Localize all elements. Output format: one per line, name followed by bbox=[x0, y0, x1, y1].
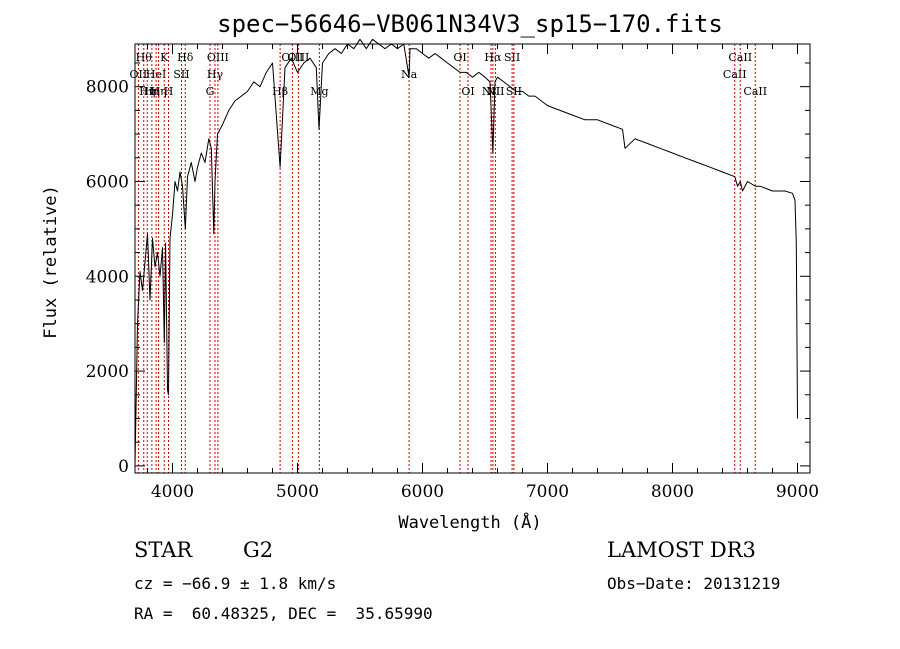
redshift-value: cz = −66.9 ± 1.8 km/s bbox=[134, 574, 337, 593]
x-tick-label: 7000 bbox=[526, 482, 569, 502]
line-marker-label: OI bbox=[453, 51, 466, 64]
line-marker-label: Hα bbox=[484, 51, 502, 64]
line-marker-label: Hδ bbox=[177, 51, 194, 64]
x-tick-label: 6000 bbox=[401, 482, 444, 502]
line-marker-label: CaII bbox=[723, 68, 747, 81]
line-marker-label: SII bbox=[173, 68, 189, 81]
y-tick-label: 8000 bbox=[86, 78, 129, 98]
y-axis-ticks: 0 2000 4000 6000 8000 bbox=[86, 62, 810, 477]
coordinates: RA = 60.48325, DEC = 35.65990 bbox=[134, 604, 433, 623]
line-marker-label: OIII bbox=[287, 51, 309, 64]
line-marker-label: CaII bbox=[728, 51, 752, 64]
line-marker-label: H bbox=[164, 85, 174, 98]
object-subclass: G2 bbox=[243, 538, 274, 562]
y-tick-label: 4000 bbox=[86, 267, 129, 287]
line-marker-label: OII bbox=[130, 68, 148, 81]
line-marker-label: SII bbox=[504, 51, 520, 64]
y-axis-label: Flux (relative) bbox=[41, 185, 61, 339]
line-marker-label: Hη bbox=[139, 85, 155, 98]
line-marker-label: OIII bbox=[207, 51, 229, 64]
x-tick-label: 4000 bbox=[151, 482, 194, 502]
flux-series-line bbox=[134, 38, 798, 466]
plot-frame bbox=[134, 43, 811, 474]
x-axis-ticks: 4000 5000 6000 7000 8000 9000 bbox=[147, 44, 819, 502]
line-marker-label: K bbox=[160, 51, 169, 64]
line-marker-label: Mg bbox=[310, 85, 328, 98]
chart-title: spec−56646−VB061N34V3_sp15−170.fits bbox=[217, 10, 723, 38]
line-marker-label: HeI bbox=[146, 68, 166, 81]
survey-name: LAMOST DR3 bbox=[607, 538, 756, 562]
line-marker-label: Hη bbox=[151, 85, 167, 98]
x-tick-label: 5000 bbox=[276, 482, 319, 502]
line-marker-label: SII bbox=[506, 85, 522, 98]
x-tick-label: 8000 bbox=[651, 482, 694, 502]
line-marker-label: CaII bbox=[743, 85, 767, 98]
line-marker-label: OI bbox=[461, 85, 474, 98]
x-axis-label: Wavelength (Å) bbox=[398, 511, 541, 533]
line-markers: OIIHθHηHηHeIHηKHSIIHδGHγOIIIHβOIIIOIIIMg… bbox=[130, 44, 767, 473]
line-marker-label: Hγ bbox=[207, 68, 224, 81]
observation-date: Obs−Date: 20131219 bbox=[607, 574, 781, 593]
line-marker-label: G bbox=[206, 85, 215, 98]
line-marker-label: Hθ bbox=[136, 51, 153, 64]
y-tick-label: 2000 bbox=[86, 362, 129, 382]
y-tick-label: 0 bbox=[118, 457, 129, 477]
object-class: STAR bbox=[134, 538, 193, 562]
y-tick-label: 6000 bbox=[86, 172, 129, 192]
x-tick-label: 9000 bbox=[776, 482, 819, 502]
line-marker-label: NII bbox=[486, 85, 504, 98]
